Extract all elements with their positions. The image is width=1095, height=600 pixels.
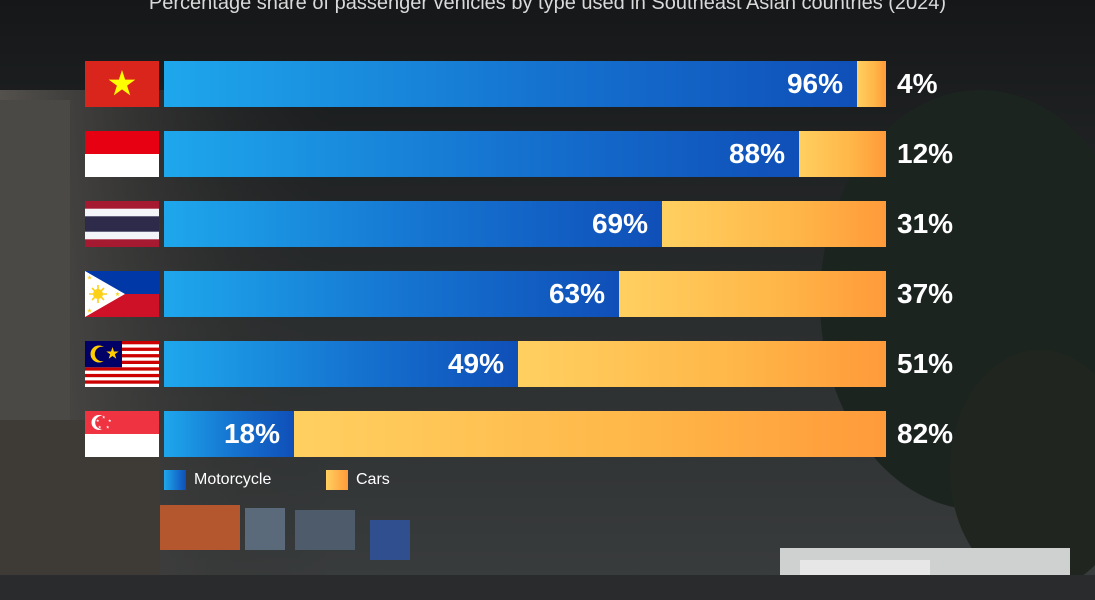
data-label-motorcycle: 96% — [786, 68, 843, 99]
flag-singapore-icon — [85, 411, 159, 457]
bar-cars — [799, 131, 886, 177]
legend-swatch — [164, 470, 186, 490]
legend-label: Cars — [356, 471, 390, 488]
bar-cars — [619, 271, 886, 317]
chart-title: Percentage share of passenger vehicles b… — [148, 0, 947, 14]
bar-motorcycle: 49% — [164, 341, 518, 387]
data-label-motorcycle: 69% — [591, 208, 648, 239]
data-label-motorcycle: 63% — [548, 278, 605, 309]
bar-cars — [294, 411, 886, 457]
data-label-motorcycle: 49% — [447, 348, 504, 379]
data-label-motorcycle: 18% — [223, 418, 280, 449]
data-label-cars: 31% — [897, 208, 954, 239]
bar-row: 96% — [164, 61, 886, 107]
bar-row: 88% — [164, 131, 886, 177]
bar-motorcycle: 18% — [164, 411, 294, 457]
data-label-cars: 51% — [897, 348, 954, 379]
legend-item: Motorcycle — [164, 470, 271, 490]
bar-row: 18% — [164, 411, 886, 457]
legend-item: Cars — [326, 470, 390, 490]
data-label-cars: 37% — [897, 278, 954, 309]
legend-label: Motorcycle — [194, 471, 272, 488]
flag-vietnam-icon — [85, 61, 159, 107]
bar-motorcycle: 96% — [164, 61, 857, 107]
bar-cars — [662, 201, 886, 247]
bar-row: 49% — [164, 341, 886, 387]
flag-malaysia-icon — [85, 341, 159, 387]
data-label-motorcycle: 88% — [728, 138, 785, 169]
data-label-cars: 12% — [897, 138, 954, 169]
flag-philippines-icon — [85, 271, 159, 317]
bar-motorcycle: 69% — [164, 201, 662, 247]
data-label-cars: 82% — [897, 418, 954, 449]
flag-thailand-icon — [85, 201, 159, 247]
bar-row: 69% — [164, 201, 886, 247]
bar-motorcycle: 88% — [164, 131, 799, 177]
legend-swatch — [326, 470, 348, 490]
data-label-cars: 4% — [897, 68, 938, 99]
bar-cars — [857, 61, 886, 107]
bar-row: 63% — [164, 271, 886, 317]
bar-cars — [518, 341, 886, 387]
flag-indonesia-icon — [85, 131, 159, 177]
bar-motorcycle: 63% — [164, 271, 619, 317]
